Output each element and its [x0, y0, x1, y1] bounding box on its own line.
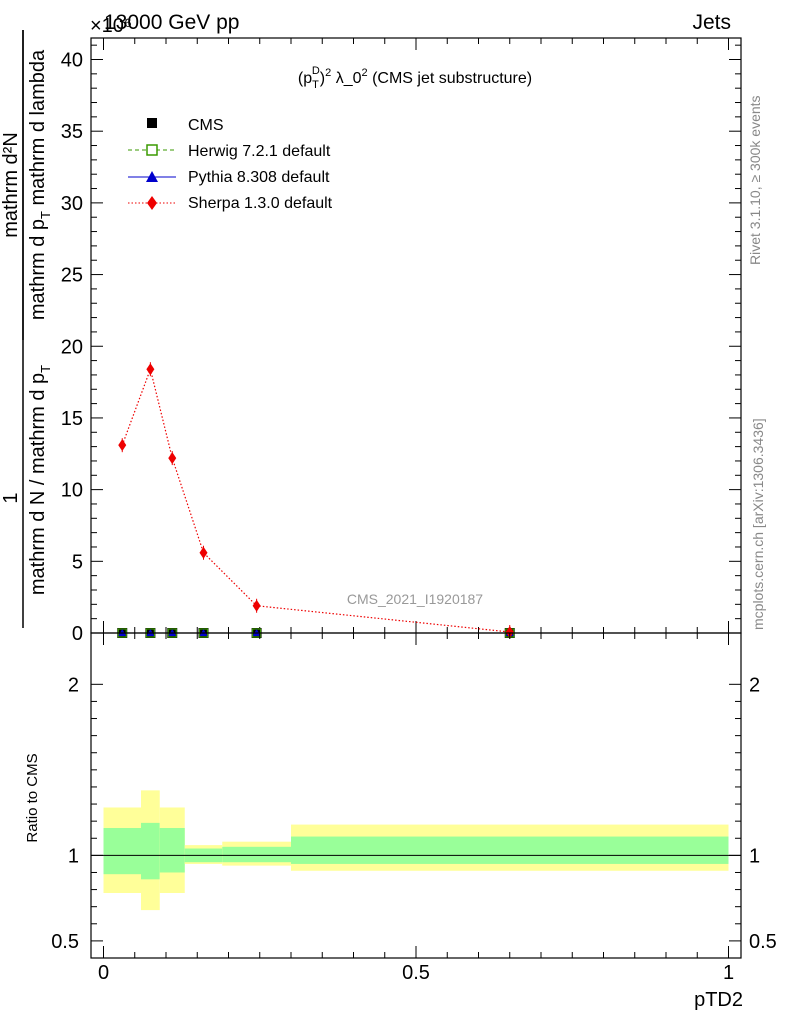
xtick-label-0: 0	[98, 962, 109, 984]
ratio-ytick-label-right-0.5: 0.5	[749, 931, 777, 953]
ratio-ytick-label-1: 1	[68, 845, 79, 867]
ratio-ytick-label-right-2: 2	[749, 674, 760, 696]
sherpa-line	[121, 367, 510, 633]
xtick-label-1: 0.5	[402, 962, 430, 984]
xlabel: pTD2	[694, 989, 743, 1011]
header-process: Jets	[692, 11, 731, 34]
xtick-label-2: 1	[723, 962, 734, 984]
legend-entry-cms: CMS	[147, 117, 224, 134]
main-ytick-label-20: 20	[61, 336, 83, 358]
main-ytick-label-15: 15	[61, 408, 83, 430]
main-ytick-label-0: 0	[72, 623, 83, 645]
main-ytick-label-10: 10	[61, 480, 83, 502]
ylabel-denominator: mathrm d N / mathrm d pT	[27, 365, 53, 595]
legend-label-pythia: Pythia 8.308 default	[188, 169, 330, 186]
legend: CMS Herwig 7.2.1 default Pythia 8.308 de…	[128, 117, 333, 212]
legend-marker-herwig	[146, 144, 158, 156]
legend-marker-pythia	[146, 171, 158, 182]
plot-title: (pTD)2 λ_02 (CMS jet substructure)	[298, 65, 532, 91]
legend-marker-sherpa	[147, 196, 157, 210]
ylabel-numerator: 1	[0, 492, 22, 503]
sherpa-point	[505, 625, 514, 638]
header-exponent: ×10⁶	[90, 15, 132, 37]
ratio-ytick-label-2: 2	[68, 674, 79, 696]
ratio-ytick-label-right-1: 1	[749, 845, 760, 867]
sherpa-point	[168, 452, 177, 465]
sherpa-point	[199, 546, 208, 559]
header-energy: 13000 GeV pp	[104, 11, 239, 34]
ratio-ytick-label-0.5: 0.5	[51, 931, 79, 953]
ratio-band-inner-4	[222, 846, 291, 863]
legend-entry-sherpa: Sherpa 1.3.0 default	[128, 195, 333, 212]
mcplots-label: mcplots.cern.ch [arXiv:1306.3436]	[750, 418, 766, 630]
sherpa-point	[146, 363, 155, 376]
legend-entry-herwig: Herwig 7.2.1 default	[128, 143, 331, 160]
main-plot: 0 5 10 15 20 25 30 35 40	[61, 37, 742, 645]
main-ytick-label-40: 40	[61, 50, 83, 72]
main-ylabel: 1 mathrm d N / mathrm d pT mathrm d²N ma…	[0, 30, 53, 628]
ratio-ylabel: Ratio to CMS	[24, 753, 41, 842]
ratio-band-inner-2	[159, 828, 185, 873]
legend-marker-cms	[147, 118, 157, 128]
ylabel-inner-denominator: mathrm d pT mathrm d lambda	[27, 49, 53, 320]
main-ytick-label-5: 5	[72, 551, 83, 573]
ylabel-inner-numerator: mathrm d²N	[0, 132, 22, 238]
ratio-band-inner-0	[103, 828, 141, 875]
legend-label-sherpa: Sherpa 1.3.0 default	[188, 195, 333, 212]
ratio-frame	[90, 632, 742, 959]
main-ytick-label-35: 35	[61, 121, 83, 143]
legend-label-cms: CMS	[188, 117, 224, 134]
rivet-label: Rivet 3.1.10, ≥ 300k events	[747, 95, 763, 265]
main-ytick-label-30: 30	[61, 193, 83, 215]
sherpa-point	[118, 439, 127, 452]
legend-entry-pythia: Pythia 8.308 default	[128, 169, 330, 186]
main-ytick-label-25: 25	[61, 265, 83, 287]
legend-label-herwig: Herwig 7.2.1 default	[188, 143, 331, 160]
ratio-band-inner-5	[291, 836, 729, 864]
ratio-plot: 0 0.5 1 0.5 0.5 1 1 2 2	[51, 632, 777, 984]
ratio-band-inner-1	[141, 822, 160, 880]
analysis-watermark: CMS_2021_I1920187	[347, 591, 483, 607]
sherpa-point	[252, 599, 261, 612]
